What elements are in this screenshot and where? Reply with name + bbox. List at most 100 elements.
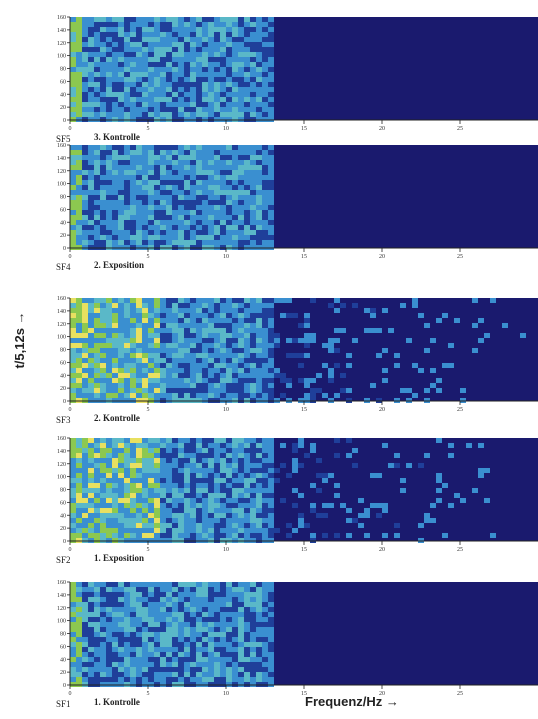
heat-cell [148,175,154,180]
heat-cell [226,185,232,190]
x-tick-label: 10 [223,691,229,697]
heat-cell [136,383,142,388]
heat-cell [166,652,172,657]
heat-cell [268,338,274,343]
heat-cell [148,632,154,637]
heat-cell [166,627,172,632]
heat-cell [124,478,130,483]
heat-cell [334,348,340,353]
heat-cell [148,92,154,97]
heat-cell [100,313,106,318]
heat-cell [250,22,256,27]
heat-cell [100,112,106,117]
heat-cell [76,82,82,87]
heat-cell [172,170,178,175]
heat-cell [202,657,208,662]
heat-cell [100,647,106,652]
heat-cell [112,393,118,398]
heat-cell [244,388,250,393]
heat-cell [172,672,178,677]
heat-cell [82,165,88,170]
heat-cell [250,368,256,373]
x-tick-label: 15 [301,254,307,260]
heat-cell [238,348,244,353]
heat-cell [202,175,208,180]
heat-cell [154,333,160,338]
heat-cell [136,463,142,468]
heat-cell [202,62,208,67]
heat-cell [238,205,244,210]
heat-cell [226,150,232,155]
heat-cell [262,107,268,112]
heat-cell [106,488,112,493]
heat-cell [142,393,148,398]
heat-cell [172,528,178,533]
heat-cell [184,298,190,303]
heat-cell [76,92,82,97]
heat-cell [94,602,100,607]
heat-cell [484,498,490,503]
heat-cell [238,493,244,498]
heat-cell [112,308,118,313]
heat-cell [214,150,220,155]
heat-cell [214,667,220,672]
heat-cell [196,102,202,107]
heat-cell [208,493,214,498]
heat-cell [196,533,202,538]
heat-cell [94,205,100,210]
heat-cell [124,338,130,343]
heat-cell [82,92,88,97]
heat-cell [268,523,274,528]
heat-cell [172,165,178,170]
heat-cell [130,215,136,220]
heat-cell [106,235,112,240]
heat-cell [124,508,130,513]
heat-cell [220,230,226,235]
heat-cell [178,205,184,210]
heat-cell [232,170,238,175]
heat-cell [262,67,268,72]
heat-cell [148,67,154,72]
heat-cell [142,473,148,478]
heat-cell [142,627,148,632]
heat-cell [70,333,76,338]
heat-cell [262,185,268,190]
heat-cell [334,338,340,343]
heat-cell [184,632,190,637]
heat-cell [250,328,256,333]
heat-cell [220,672,226,677]
heat-cell [244,343,250,348]
heat-cell [214,220,220,225]
heat-cell [256,77,262,82]
heat-cell [172,57,178,62]
heat-cell [184,318,190,323]
heat-cell [358,513,364,518]
heat-cell [112,612,118,617]
heat-cell [106,612,112,617]
heat-cell [244,443,250,448]
heat-cell [94,508,100,513]
heat-cell [130,175,136,180]
heat-cell [166,343,172,348]
heat-cell [244,503,250,508]
heat-cell [76,42,82,47]
heat-cell [118,493,124,498]
heat-cell [214,205,220,210]
heat-cell [334,483,340,488]
heat-cell [88,523,94,528]
heat-cell [160,180,166,185]
heat-cell [196,205,202,210]
heat-cell [118,637,124,642]
heat-cell [172,622,178,627]
heat-cell [238,318,244,323]
heat-cell [220,328,226,333]
heat-cell [100,308,106,313]
heat-cell [82,150,88,155]
heat-cell [238,32,244,37]
heat-cell [130,453,136,458]
heat-cell [166,313,172,318]
heat-cell [406,338,412,343]
heat-cell [142,582,148,587]
heat-cell [160,87,166,92]
heat-cell [88,323,94,328]
